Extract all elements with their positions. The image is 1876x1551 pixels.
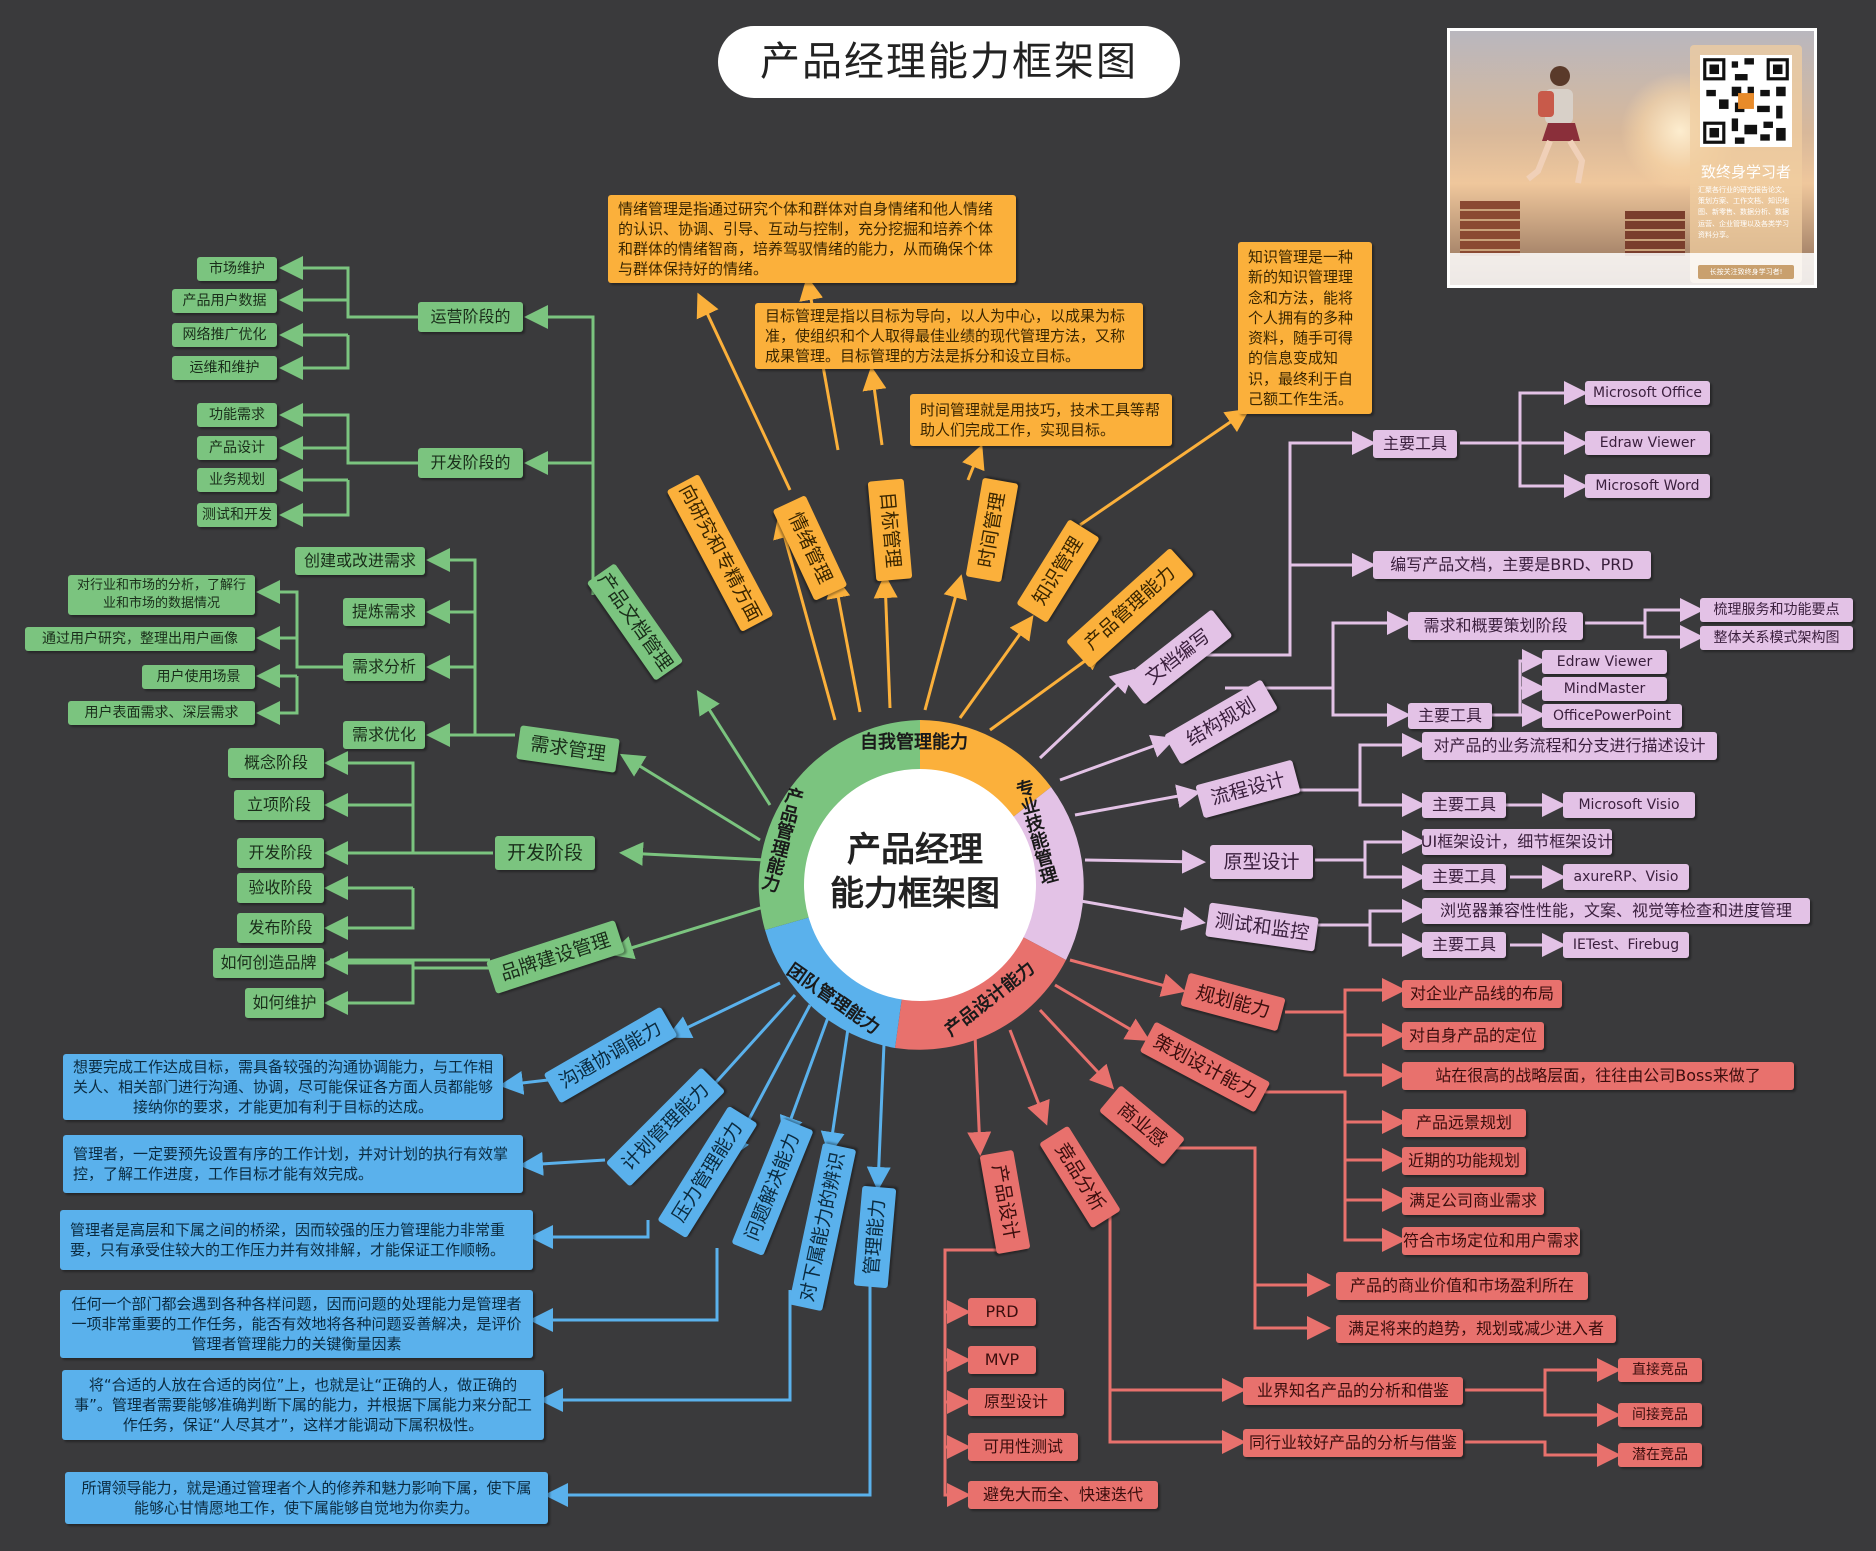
desc-identify: 将“合适的人放在合适的岗位”上，也就是让“正确的人，做正确的事”。管理者需要能够… xyxy=(62,1370,544,1440)
leaf-test-tool[interactable]: IETest、Firebug xyxy=(1563,932,1689,958)
desc-manage: 所谓领导能力，就是通过管理者个人的修养和魅力影响下属，使下属能够心甘情愿地工作，… xyxy=(65,1472,548,1524)
leaf-test-desc[interactable]: 浏览器兼容性性能，文案、视觉等检查和进度管理 xyxy=(1422,898,1810,924)
leaf-brand-2[interactable]: 如何维护 xyxy=(245,988,324,1018)
leaf-plan-1[interactable]: 对企业产品线的布局 xyxy=(1402,980,1562,1008)
node-req-create[interactable]: 创建或改进需求 xyxy=(295,547,425,575)
leaf-req-2[interactable]: 通过用户研究，整理出用户画像 xyxy=(25,627,255,651)
desc-time: 时间管理就是用技巧，技术工具等帮助人们完成工作，实现目标。 xyxy=(910,394,1172,446)
segment-manage xyxy=(758,720,920,930)
leaf-stage-2[interactable]: 立项阶段 xyxy=(234,790,324,820)
leaf-stage-4[interactable]: 验收阶段 xyxy=(237,873,324,903)
node-test-tools[interactable]: 主要工具 xyxy=(1422,932,1506,958)
leaf-req-plan-2[interactable]: 整体关系模式架构图 xyxy=(1700,626,1853,650)
leaf-strategy-2[interactable]: 近期的功能规划 xyxy=(1402,1147,1526,1175)
desc-emotion: 情绪管理是指通过研究个体和群体对自身情绪和他人情绪的认识、协调、引导、互动与控制… xyxy=(608,195,1016,283)
leaf-design-1[interactable]: PRD xyxy=(968,1298,1036,1326)
node-proto-tools[interactable]: 主要工具 xyxy=(1422,864,1506,890)
leaf-doc-write-desc[interactable]: 编写产品文档，主要是BRD、PRD xyxy=(1373,551,1651,579)
node-flow-tools[interactable]: 主要工具 xyxy=(1422,792,1506,818)
segment-self xyxy=(920,720,1051,821)
node-req-plan[interactable]: 需求和概要策划阶段 xyxy=(1408,612,1583,640)
running-girl-icon xyxy=(1526,66,1586,184)
leaf-dev-4[interactable]: 测试和开发 xyxy=(197,503,277,527)
leaf-stage-5[interactable]: 发布阶段 xyxy=(237,913,324,943)
leaf-req-3[interactable]: 用户使用场景 xyxy=(142,665,255,689)
ad-text: 汇聚各行业的研究报告论文、策划方案、工作文档、知识地图、新零售、数据分析、数据运… xyxy=(1698,186,1789,239)
node-structure-tools[interactable]: 主要工具 xyxy=(1408,703,1492,729)
leaf-doc-tool-2[interactable]: Edraw Viewer xyxy=(1585,431,1710,455)
leaf-req-1[interactable]: 对行业和市场的分析，了解行业和市场的数据情况 xyxy=(68,575,255,615)
desc-problem: 任何一个部门都会遇到各种各样问题，因而问题的处理能力是管理者一项非常重要的工作任… xyxy=(60,1290,533,1358)
desc-goal: 目标管理是指以目标为导向，以人为中心，以成果为标准，使组织和个人取得最佳业绩的现… xyxy=(755,303,1143,369)
leaf-ops-3[interactable]: 网络推广优化 xyxy=(172,323,277,347)
leaf-competitor-1[interactable]: 业界知名产品的分析和借鉴 xyxy=(1243,1377,1463,1405)
leaf-ops-4[interactable]: 运维和维护 xyxy=(172,356,277,380)
desc-plan: 管理者，一定要预先设置有序的工作计划，并对计划的执行有效掌控，了解工作进度，工作… xyxy=(63,1135,523,1193)
leaf-business-1[interactable]: 产品的商业价值和市场盈利所在 xyxy=(1336,1272,1588,1300)
leaf-req-plan-1[interactable]: 梳理服务和功能要点 xyxy=(1700,598,1853,622)
leaf-plan-3[interactable]: 站在很高的战略层面，往往由公司Boss来做了 xyxy=(1402,1062,1794,1090)
leaf-competitor-type-1[interactable]: 直接竞品 xyxy=(1618,1358,1702,1382)
leaf-structure-tool-2[interactable]: MindMaster xyxy=(1542,677,1667,701)
leaf-ops-1[interactable]: 市场维护 xyxy=(197,257,277,281)
qr-panel: 致终身学习者 汇聚各行业的研究报告论文、策划方案、工作文档、知识地图、新零售、数… xyxy=(1690,45,1802,283)
desc-pressure: 管理者是高层和下属之间的桥梁，因而较强的压力管理能力非常重要，只有承受住较大的工… xyxy=(60,1210,533,1270)
leaf-brand-1[interactable]: 如何创造品牌 xyxy=(213,948,324,978)
segment-team xyxy=(765,916,902,1048)
leaf-ops-2[interactable]: 产品用户数据 xyxy=(172,289,277,313)
desc-knowledge: 知识管理是一种新的知识管理理念和方法，能将个人拥有的多种资料，随手可得的信息变成… xyxy=(1238,242,1372,414)
leaf-proto-tool[interactable]: axureRP、Visio xyxy=(1563,864,1689,890)
leaf-strategy-4[interactable]: 符合市场定位和用户需求 xyxy=(1402,1227,1580,1255)
ad-footer[interactable]: 长按关注致终身学习者! xyxy=(1698,265,1794,279)
leaf-competitor-2[interactable]: 同行业较好产品的分析与借鉴 xyxy=(1243,1429,1463,1457)
leaf-doc-tool-3[interactable]: Microsoft Word xyxy=(1585,474,1710,498)
ad-banner[interactable]: 致终身学习者 汇聚各行业的研究报告论文、策划方案、工作文档、知识地图、新零售、数… xyxy=(1447,28,1817,288)
ring-segments xyxy=(758,720,1084,1050)
leaf-business-2[interactable]: 满足将来的趋势，规划或减少进入者 xyxy=(1336,1315,1616,1343)
leaf-stage-1[interactable]: 概念阶段 xyxy=(228,748,324,778)
node-proto[interactable]: 原型设计 xyxy=(1210,845,1313,879)
center-title-line2: 能力框架图 xyxy=(830,874,1000,915)
segment-design xyxy=(895,935,1066,1050)
leaf-proto-desc[interactable]: UI框架设计，细节框架设计 xyxy=(1421,829,1613,855)
center-title: 产品经理 能力框架图 xyxy=(810,828,1020,916)
node-req-analysis[interactable]: 需求分析 xyxy=(343,653,425,681)
leaf-doc-tool-1[interactable]: Microsoft Office xyxy=(1585,381,1710,405)
leaf-dev-3[interactable]: 业务规划 xyxy=(197,468,277,492)
leaf-design-5[interactable]: 避免大而全、快速迭代 xyxy=(968,1481,1158,1509)
node-ops-stage[interactable]: 运营阶段的 xyxy=(418,302,523,332)
books-stack-icon xyxy=(1625,211,1685,256)
center-title-line1: 产品经理 xyxy=(847,830,983,870)
node-doc-tools[interactable]: 主要工具 xyxy=(1373,430,1457,458)
leaf-plan-2[interactable]: 对自身产品的定位 xyxy=(1402,1022,1544,1050)
leaf-structure-tool-3[interactable]: OfficePowerPoint xyxy=(1542,704,1682,728)
leaf-flow-desc[interactable]: 对产品的业务流程和分支进行描述设计 xyxy=(1422,732,1717,760)
node-dev-stage[interactable]: 开发阶段 xyxy=(495,836,595,870)
leaf-competitor-type-3[interactable]: 潜在竞品 xyxy=(1618,1443,1702,1467)
leaf-design-2[interactable]: MVP xyxy=(968,1346,1036,1374)
page-title: 产品经理能力框架图 xyxy=(718,26,1180,98)
desc-communication: 想要完成工作达成目标，需具备较强的沟通协调能力，与工作相关人、相关部门进行沟通、… xyxy=(63,1054,503,1120)
leaf-design-3[interactable]: 原型设计 xyxy=(968,1388,1064,1416)
node-dev-stage-doc[interactable]: 开发阶段的 xyxy=(418,448,523,478)
leaf-stage-3[interactable]: 开发阶段 xyxy=(237,838,324,868)
ad-title: 致终身学习者 xyxy=(1700,163,1791,181)
leaf-req-4[interactable]: 用户表面需求、深层需求 xyxy=(68,701,255,725)
qr-code-icon[interactable] xyxy=(1700,55,1792,147)
leaf-dev-1[interactable]: 功能需求 xyxy=(197,403,277,427)
node-req-optimize[interactable]: 需求优化 xyxy=(343,721,425,749)
node-req-refine[interactable]: 提炼需求 xyxy=(343,598,425,626)
segment-label-self: 自我管理能力 xyxy=(860,732,968,753)
leaf-design-4[interactable]: 可用性测试 xyxy=(968,1433,1078,1461)
books-stack-icon xyxy=(1460,201,1520,256)
leaf-dev-2[interactable]: 产品设计 xyxy=(197,436,277,460)
leaf-strategy-3[interactable]: 满足公司商业需求 xyxy=(1402,1187,1544,1215)
leaf-flow-tool[interactable]: Microsoft Visio xyxy=(1563,792,1695,818)
center-ring xyxy=(758,720,1084,1050)
leaf-competitor-type-2[interactable]: 间接竞品 xyxy=(1618,1403,1702,1427)
leaf-strategy-1[interactable]: 产品远景规划 xyxy=(1402,1109,1526,1137)
leaf-structure-tool-1[interactable]: Edraw Viewer xyxy=(1542,650,1667,674)
